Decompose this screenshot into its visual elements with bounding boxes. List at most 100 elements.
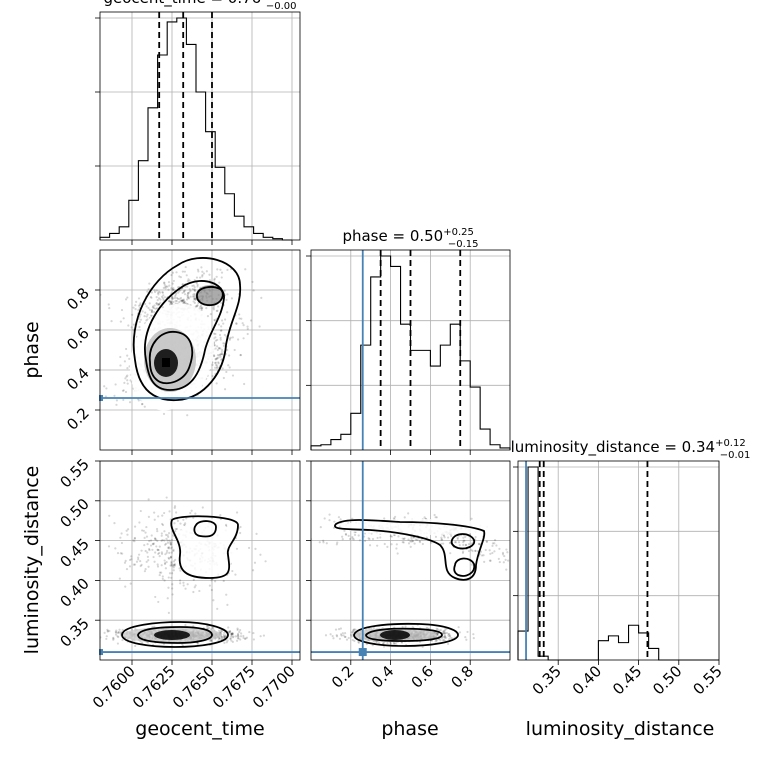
scatter-phase-vs-geocent_time-point [191,284,194,288]
scatter-luminosity_distance-vs-geocent_time-point [228,631,231,634]
scatter-luminosity_distance-vs-phase-point [354,628,357,631]
scatter-phase-vs-geocent_time-point [213,332,216,335]
scatter-phase-vs-geocent_time-point [181,299,184,302]
scatter-phase-vs-geocent_time-point [215,309,218,313]
scatter-luminosity_distance-vs-geocent_time-point [229,630,232,633]
hist-luminosity_distance-title-main: luminosity_distance = 0.34 [511,438,715,457]
scatter-phase-vs-geocent_time-point [164,285,167,289]
scatter-phase-vs-geocent_time-point [220,350,223,354]
scatter-luminosity_distance-vs-geocent_time-point [174,558,177,561]
scatter-luminosity_distance-vs-geocent_time-point [151,548,154,551]
scatter-luminosity_distance-vs-geocent_time-contour-outer [121,621,229,648]
scatter-phase-vs-geocent_time-point [160,295,164,298]
scatter-luminosity_distance-vs-phase-point [497,557,500,560]
scatter-luminosity_distance-vs-geocent_time-point [137,558,140,561]
geocent_time-xtick-label-0: 0.7600 [89,662,139,712]
scatter-luminosity_distance-vs-geocent_time-point [121,628,124,632]
scatter-luminosity_distance-vs-phase-point [514,555,516,557]
scatter-luminosity_distance-vs-geocent_time-point [262,634,266,637]
scatter-phase-vs-geocent_time-point [199,305,202,308]
xlabel-geocent-time: geocent_time [135,718,264,740]
scatter-luminosity_distance-vs-geocent_time-point [133,537,136,540]
scatter-phase-vs-geocent_time-point [183,301,186,304]
scatter-luminosity_distance-vs-phase-point [443,635,447,638]
scatter-luminosity_distance-vs-geocent_time-point [157,515,160,518]
scatter-luminosity_distance-vs-geocent_time-point [158,573,161,577]
scatter-phase-vs-geocent_time-point [217,347,221,350]
scatter-phase-vs-geocent_time-point [226,311,229,314]
scatter-luminosity_distance-vs-phase-point [464,543,467,546]
scatter-luminosity_distance-vs-geocent_time-point [206,627,209,630]
scatter-phase-vs-geocent_time-point [194,298,197,302]
scatter-luminosity_distance-vs-geocent_time-point [106,628,109,631]
scatter-luminosity_distance-vs-geocent_time-point [120,541,124,545]
scatter-luminosity_distance-vs-geocent_time-point [143,536,146,539]
scatter-luminosity_distance-vs-phase-point [514,550,516,552]
scatter-phase-vs-geocent_time-point [195,305,198,308]
scatter-luminosity_distance-vs-geocent_time-point [237,635,240,638]
scatter-phase-vs-geocent_time-point [175,299,178,303]
scatter-phase-vs-geocent_time-point [126,296,129,299]
scatter-luminosity_distance-vs-phase-point [403,516,406,519]
scatter-luminosity_distance-vs-geocent_time-point [133,536,136,540]
scatter-luminosity_distance-vs-geocent_time-point [112,636,115,639]
scatter-luminosity_distance-vs-geocent_time-point [186,583,189,586]
scatter-luminosity_distance-vs-geocent_time-point [147,565,150,568]
scatter-phase-vs-geocent_time-point [134,304,137,307]
scatter-phase-vs-geocent_time-point [127,324,130,327]
scatter-luminosity_distance-vs-geocent_time-point [170,551,173,554]
scatter-phase-vs-geocent_time-point [167,300,171,303]
scatter-luminosity_distance-vs-phase-point [344,533,348,536]
scatter-luminosity_distance-vs-phase-point [404,625,407,628]
scatter-phase-vs-geocent_time-point [240,317,243,320]
scatter-phase-vs-geocent_time-point [235,322,238,326]
phase-ytick-label-2: 0.6 [63,324,93,354]
scatter-luminosity_distance-vs-geocent_time-point [124,585,127,588]
scatter-luminosity_distance-vs-phase-contour-outer [353,622,459,647]
scatter-phase-vs-geocent_time-point [188,288,191,291]
scatter-luminosity_distance-vs-phase-point [339,633,343,636]
scatter-luminosity_distance-vs-phase-contour-upper [334,519,486,581]
scatter-luminosity_distance-vs-phase-point [462,541,465,544]
scatter-luminosity_distance-vs-geocent_time-point [231,633,234,636]
scatter-phase-vs-geocent_time-point [229,336,232,339]
scatter-luminosity_distance-vs-phase-point [462,539,465,542]
scatter-luminosity_distance-vs-phase-point [504,558,507,561]
scatter-luminosity_distance-vs-geocent_time-point [160,552,164,555]
hist-luminosity_distance-title-minus: −0.01 [720,450,751,461]
scatter-phase-vs-geocent_time-point [214,332,217,336]
scatter-phase-vs-geocent_time-point [222,344,226,347]
scatter-luminosity_distance-vs-phase-point [336,541,339,544]
hist-luminosity_distance-panel-bg [518,461,719,660]
scatter-luminosity_distance-vs-phase-point [344,635,347,638]
scatter-phase-vs-geocent_time-point [217,323,220,326]
scatter-luminosity_distance-vs-phase-point [353,639,356,643]
scatter-luminosity_distance-vs-geocent_time-point [97,554,99,556]
scatter-luminosity_distance-vs-geocent_time-point [244,637,247,640]
scatter-luminosity_distance-vs-phase-point [411,540,415,543]
scatter-luminosity_distance-vs-phase-point [440,542,443,545]
scatter-luminosity_distance-vs-geocent_time-point [119,552,123,555]
scatter-luminosity_distance-vs-geocent_time-point [242,634,245,638]
scatter-phase-vs-geocent_time-point [124,377,127,380]
scatter-phase-vs-geocent_time-point [179,296,183,300]
scatter-phase-vs-geocent_time-point [218,281,221,284]
scatter-luminosity_distance-vs-phase-point [351,517,354,520]
ylabel-luminosity-distance: luminosity_distance [21,466,43,655]
scatter-phase-vs-geocent_time-point [182,299,185,302]
scatter-luminosity_distance-vs-geocent_time-point [125,529,128,532]
scatter-luminosity_distance-vs-phase-point [413,542,416,545]
scatter-phase-vs-geocent_time-point [220,353,224,356]
scatter-phase-vs-geocent_time-point [244,268,247,271]
scatter-luminosity_distance-vs-geocent_time-point [184,623,187,627]
scatter-luminosity_distance-vs-phase-point [435,639,438,642]
scatter-phase-vs-geocent_time-point [170,302,173,305]
scatter-luminosity_distance-vs-geocent_time-point [178,579,182,582]
scatter-phase-vs-geocent_time-point [214,363,218,367]
scatter-luminosity_distance-vs-phase-point [453,540,457,544]
scatter-luminosity_distance-vs-phase-point [442,630,445,633]
hist-phase-title-minus: −0.15 [448,239,479,250]
scatter-luminosity_distance-vs-geocent_time-point [248,630,251,634]
scatter-phase-vs-geocent_time-point [193,297,196,300]
scatter-luminosity_distance-vs-geocent_time-point [139,564,142,568]
